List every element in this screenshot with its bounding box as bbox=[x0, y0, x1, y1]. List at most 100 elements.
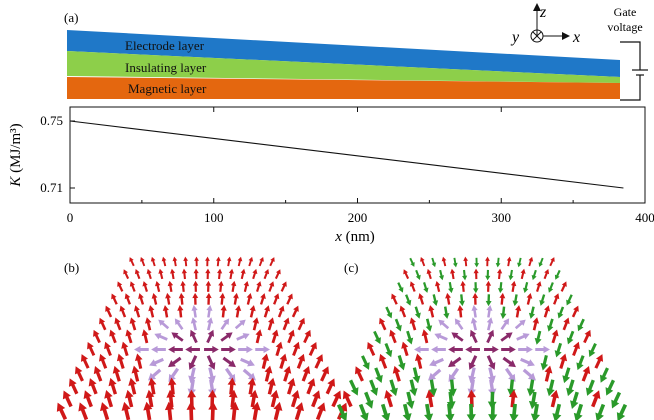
spin-arrow bbox=[517, 257, 522, 268]
spin-arrow bbox=[361, 355, 370, 370]
x-tick-label: 400 bbox=[635, 210, 654, 225]
spin-arrow bbox=[373, 330, 381, 345]
spin-arrow bbox=[428, 305, 435, 318]
spin-arrow bbox=[87, 341, 96, 356]
spin-arrow bbox=[114, 317, 122, 331]
spin-arrow bbox=[429, 357, 444, 367]
spin-arrow bbox=[472, 282, 479, 294]
spin-arrow bbox=[277, 305, 285, 318]
spin-arrow bbox=[384, 342, 393, 358]
spin-arrow bbox=[471, 305, 478, 318]
spin-arrow bbox=[406, 330, 414, 345]
spin-arrow bbox=[510, 280, 517, 292]
spin-arrow bbox=[166, 389, 176, 408]
spin-arrow bbox=[129, 257, 135, 267]
spin-arrow bbox=[325, 378, 336, 395]
spin-arrow bbox=[576, 355, 585, 371]
spin-arrow bbox=[267, 377, 276, 395]
spin-arrow bbox=[150, 256, 156, 267]
spin-arrow bbox=[109, 329, 117, 344]
spin-arrow bbox=[466, 403, 476, 420]
spin-arrow bbox=[222, 356, 236, 368]
insulating-layer-label: Insulating layer bbox=[125, 60, 207, 75]
spin-arrow bbox=[264, 365, 273, 382]
spin-arrow bbox=[465, 345, 480, 354]
magnetic-layer bbox=[67, 77, 620, 99]
spin-arrow bbox=[246, 293, 253, 305]
spin-arrow bbox=[378, 353, 388, 369]
spin-arrow bbox=[144, 317, 152, 331]
spin-arrow bbox=[421, 329, 429, 344]
spin-arrow bbox=[286, 293, 293, 305]
spin-arrow bbox=[270, 389, 279, 408]
spin-arrow bbox=[369, 379, 379, 396]
spin-arrow bbox=[543, 269, 550, 280]
spin-arrow bbox=[450, 268, 456, 280]
spin-arrow bbox=[251, 401, 261, 420]
spin-arrow bbox=[501, 345, 516, 354]
spin-arrow bbox=[99, 317, 107, 331]
spin-arrow bbox=[424, 403, 434, 420]
spin-arrow bbox=[263, 269, 270, 280]
spin-arrow bbox=[215, 256, 221, 267]
spin-arrow bbox=[392, 365, 401, 382]
spin-arrow bbox=[93, 329, 101, 344]
spin-arrow bbox=[616, 403, 628, 420]
spin-arrow bbox=[562, 367, 571, 384]
panel-c-label: (c) bbox=[344, 260, 358, 275]
spin-arrow bbox=[131, 365, 140, 382]
spin-arrow bbox=[520, 357, 535, 367]
spin-arrow bbox=[301, 366, 311, 382]
spin-arrow bbox=[303, 329, 311, 344]
spin-arrow bbox=[462, 269, 468, 281]
spin-arrow bbox=[534, 330, 542, 345]
voltage-label: voltage bbox=[607, 20, 642, 34]
spin-arrow bbox=[487, 367, 496, 384]
spin-arrow bbox=[207, 367, 216, 384]
spin-arrow bbox=[274, 269, 281, 280]
spin-arrow bbox=[205, 280, 212, 292]
spin-arrow bbox=[486, 305, 493, 318]
spin-arrow bbox=[226, 256, 232, 267]
spin-arrow bbox=[452, 257, 458, 268]
spin-arrow bbox=[129, 281, 136, 292]
spin-arrow bbox=[170, 268, 176, 280]
spin-arrow bbox=[467, 389, 477, 408]
spin-arrow bbox=[532, 317, 540, 331]
spin-arrow bbox=[454, 318, 464, 331]
spin-arrow bbox=[181, 268, 187, 280]
spin-arrow bbox=[243, 280, 250, 292]
spin-arrow bbox=[409, 257, 415, 267]
panel-b-spin-texture bbox=[56, 256, 348, 420]
spin-arrow bbox=[566, 379, 575, 397]
spin-arrow bbox=[403, 269, 410, 280]
spin-arrow bbox=[468, 367, 477, 384]
spin-arrow bbox=[591, 390, 601, 408]
spin-arrow bbox=[380, 403, 391, 420]
spin-arrow bbox=[56, 402, 68, 420]
spin-arrow bbox=[557, 306, 565, 319]
spin-arrow bbox=[546, 379, 555, 397]
spin-arrow bbox=[562, 317, 570, 331]
insulating-layer bbox=[67, 51, 620, 83]
spin-arrow bbox=[509, 403, 519, 420]
spin-arrow bbox=[205, 256, 210, 267]
spin-arrow bbox=[183, 256, 189, 267]
spin-arrow bbox=[518, 345, 533, 354]
spin-arrow bbox=[441, 256, 447, 267]
spin-arrow bbox=[275, 341, 283, 357]
spin-arrow bbox=[315, 402, 326, 420]
spin-arrow bbox=[164, 401, 175, 420]
x-tick-label: 200 bbox=[348, 210, 368, 225]
spin-arrow bbox=[571, 305, 579, 318]
spin-arrow bbox=[188, 367, 197, 384]
spin-arrow bbox=[273, 401, 283, 420]
spin-arrow bbox=[389, 329, 397, 344]
spin-arrow bbox=[418, 293, 425, 305]
spin-arrow bbox=[174, 318, 184, 331]
spin-arrow bbox=[468, 355, 478, 370]
spin-arrow bbox=[273, 293, 280, 305]
y-ticks: 0.71 0.75 bbox=[40, 113, 75, 195]
spin-arrow bbox=[148, 305, 155, 318]
spin-arrow bbox=[406, 391, 415, 410]
